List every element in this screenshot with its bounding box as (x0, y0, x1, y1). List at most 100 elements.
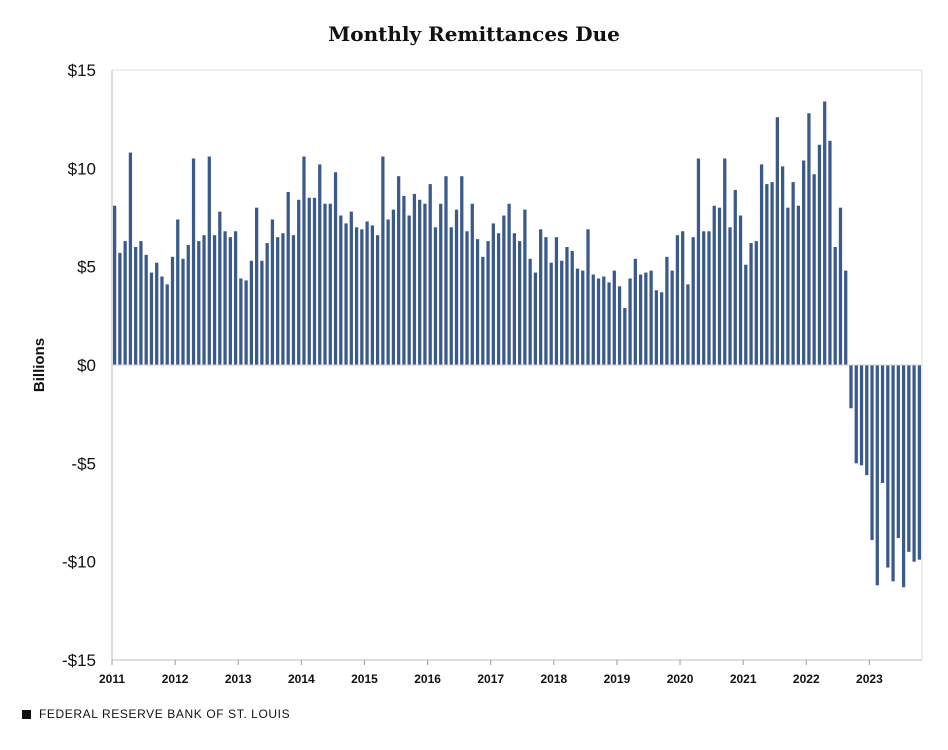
bar (496, 233, 501, 365)
bar (775, 117, 779, 365)
x-tick-label: 2019 (604, 672, 631, 686)
bar (265, 243, 269, 365)
bar (707, 231, 711, 365)
x-tick-label: 2012 (162, 672, 189, 686)
bar (402, 195, 406, 365)
y-tick-label: -$5 (71, 454, 96, 473)
bar (665, 256, 669, 365)
x-tick-label: 2015 (351, 672, 378, 686)
bar (207, 156, 211, 365)
x-tick-label: 2017 (477, 672, 504, 686)
bar (518, 241, 522, 365)
y-tick-label: $0 (77, 356, 96, 375)
bar (113, 205, 117, 365)
bar (344, 223, 348, 365)
bar (570, 250, 574, 365)
bar (854, 365, 858, 464)
bar (160, 276, 164, 365)
y-tick-label: -$15 (62, 651, 96, 670)
footer-square-icon (22, 709, 31, 719)
x-tick-label: 2018 (540, 672, 567, 686)
bar (291, 235, 296, 365)
bar (833, 247, 837, 365)
bar (491, 223, 495, 365)
bar (749, 243, 753, 365)
y-axis-label: Billions (31, 338, 48, 392)
bar (475, 239, 480, 365)
x-tick-label: 2011 (99, 672, 125, 686)
bar (759, 164, 764, 365)
bar (333, 172, 338, 365)
bar (807, 113, 811, 366)
bar (670, 270, 674, 365)
bar (565, 247, 569, 365)
bar (249, 260, 254, 365)
bar (486, 241, 490, 365)
bar (186, 245, 190, 365)
bar (170, 256, 175, 365)
bar (544, 237, 548, 365)
bar (118, 252, 122, 365)
y-tick-label: $10 (68, 159, 96, 178)
y-ticks-group: $15 $10 $5 $0 -$5 -$10 -$15 (62, 61, 96, 670)
bar (307, 197, 311, 365)
bar (502, 215, 506, 365)
bar (428, 184, 432, 365)
x-tick-label: 2013 (225, 672, 252, 686)
bar (323, 203, 327, 365)
bar (523, 209, 527, 365)
bar (533, 272, 538, 365)
chart-title: Monthly Remittances Due (328, 22, 620, 46)
bar (281, 233, 285, 365)
bar (412, 193, 417, 365)
bar (691, 237, 695, 365)
bar (439, 203, 443, 365)
bar (549, 262, 553, 365)
bar (791, 182, 795, 365)
bar (649, 270, 653, 365)
bar (144, 254, 148, 365)
bar (465, 231, 469, 365)
bar (849, 365, 853, 409)
bar (444, 176, 448, 365)
bar (596, 278, 601, 365)
bar (191, 158, 196, 365)
bar (302, 156, 306, 365)
bar (907, 365, 911, 552)
bar (134, 247, 138, 365)
bar (917, 365, 921, 560)
y-tick-label: $15 (68, 61, 96, 80)
bar (654, 290, 659, 365)
bar (165, 284, 169, 365)
bar (738, 215, 743, 365)
bar (828, 140, 832, 365)
bar (365, 221, 369, 365)
bar (228, 237, 232, 365)
bar (554, 237, 559, 365)
bar (633, 258, 637, 365)
bar (181, 258, 185, 365)
bar (297, 199, 301, 365)
bar (454, 209, 459, 365)
bar (770, 182, 774, 365)
bar (233, 231, 238, 365)
bar (276, 237, 280, 365)
bar (617, 286, 622, 365)
bar (623, 307, 627, 365)
bar (733, 189, 737, 365)
bar (481, 256, 485, 365)
bar (155, 262, 159, 365)
bar (318, 164, 322, 365)
bar (786, 207, 790, 365)
bar (528, 258, 532, 365)
bar (507, 203, 511, 365)
bar (560, 260, 564, 365)
bar (312, 197, 317, 365)
bar (123, 241, 127, 365)
bar (397, 176, 401, 365)
bar (176, 219, 180, 365)
bar (796, 205, 801, 365)
bar (370, 225, 374, 365)
bar (712, 205, 716, 365)
bar (686, 284, 690, 365)
